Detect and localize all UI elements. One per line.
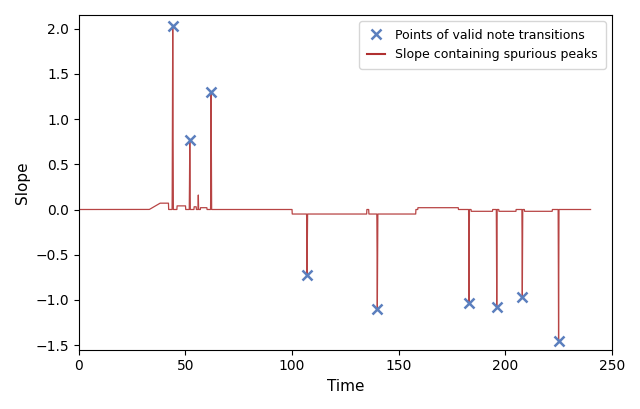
X-axis label: Time: Time (326, 379, 364, 394)
Y-axis label: Slope: Slope (15, 161, 30, 204)
Legend: Points of valid note transitions, Slope containing spurious peaks: Points of valid note transitions, Slope … (359, 21, 605, 68)
